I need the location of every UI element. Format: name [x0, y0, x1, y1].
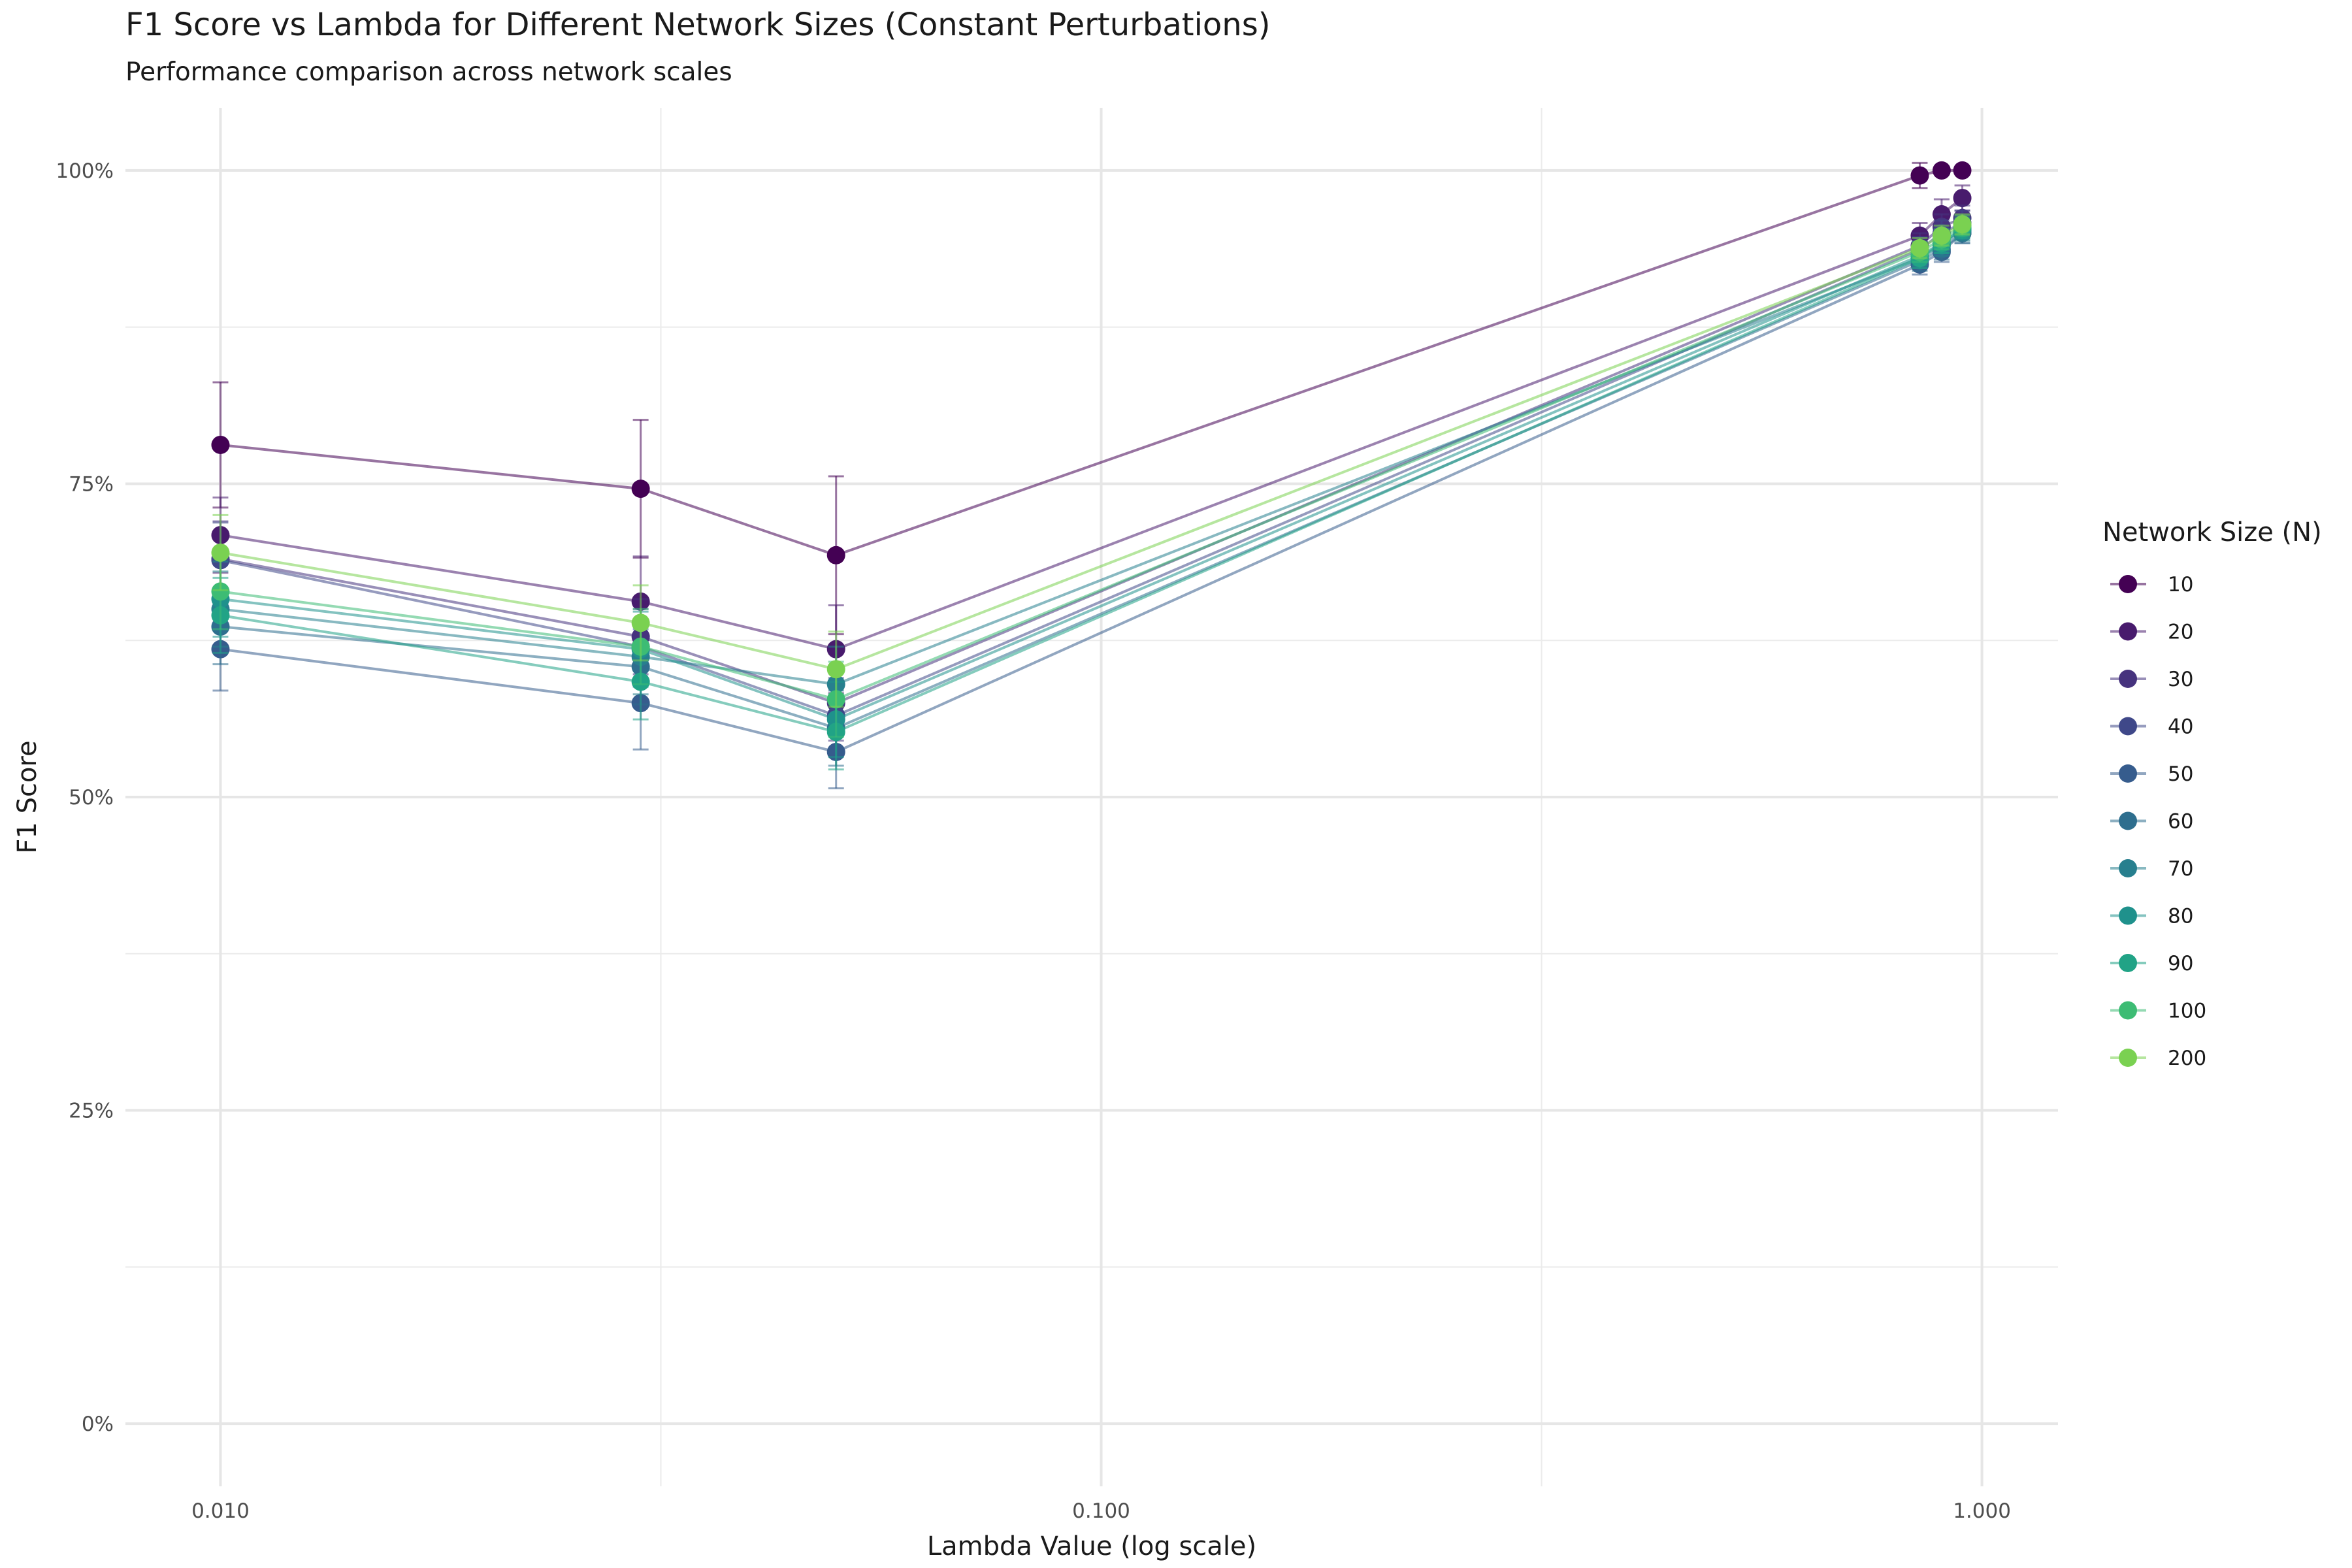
legend-key-point	[2119, 906, 2137, 925]
data-point	[211, 435, 230, 454]
y-tick-label: 25%	[69, 1100, 114, 1123]
data-point	[631, 480, 650, 498]
legend-label: 200	[2168, 1047, 2206, 1070]
legend-item-10: 10	[2110, 573, 2193, 596]
legend-key-point	[2119, 622, 2137, 641]
legend-key-point	[2119, 1001, 2137, 1020]
data-point	[1932, 161, 1951, 180]
data-point	[1910, 166, 1929, 185]
series-line	[220, 197, 1963, 651]
data-point	[211, 582, 230, 601]
y-tick-label: 0%	[82, 1413, 114, 1436]
data-point	[826, 660, 845, 679]
data-point	[1910, 238, 1929, 257]
legend-item-20: 20	[2110, 621, 2193, 644]
chart-subtitle: Performance comparison across network sc…	[125, 57, 732, 87]
data-point	[1953, 189, 1972, 208]
legend-item-80: 80	[2110, 905, 2193, 928]
data-point	[211, 543, 230, 562]
legend-item-30: 30	[2110, 668, 2193, 691]
series-line	[220, 223, 1963, 671]
series-line	[220, 224, 1963, 701]
series-200	[211, 213, 1972, 708]
legend-label: 80	[2168, 905, 2193, 928]
legend-item-60: 60	[2110, 810, 2193, 834]
series-80	[211, 218, 1972, 759]
data-point	[826, 546, 845, 564]
legend-label: 40	[2168, 715, 2193, 739]
legend-label: 10	[2168, 573, 2193, 596]
legend-key-point	[2119, 575, 2137, 593]
data-point	[1932, 226, 1951, 245]
legend-item-70: 70	[2110, 857, 2193, 881]
legend-label: 100	[2168, 1000, 2206, 1023]
legend-key-point	[2119, 1049, 2137, 1067]
series-line	[220, 232, 1963, 730]
series-30	[211, 204, 1972, 742]
series-50	[211, 221, 1972, 790]
series-90	[211, 217, 1972, 771]
axes: 0% 25% 50% 75% 100% 0.010 0.100 1.000 Lambda Val…	[12, 159, 2011, 1561]
x-tick-label: 1.000	[1953, 1499, 2011, 1523]
y-tick-label: 75%	[69, 472, 114, 496]
series-layer	[211, 161, 1972, 790]
legend-key-point	[2119, 670, 2137, 688]
legend-key-point	[2119, 717, 2137, 736]
x-tick-label: 0.100	[1072, 1499, 1130, 1523]
series-60	[211, 221, 1972, 767]
legend-item-100: 100	[2110, 1000, 2206, 1023]
legend-title: Network Size (N)	[2102, 517, 2322, 547]
y-tick-label: 50%	[69, 786, 114, 809]
legend-label: 50	[2168, 762, 2193, 786]
legend-item-40: 40	[2110, 715, 2193, 739]
data-point	[1953, 215, 1972, 234]
legend-label: 90	[2168, 952, 2193, 975]
legend-label: 60	[2168, 810, 2193, 834]
y-axis-title: F1 Score	[12, 740, 42, 853]
series-line	[220, 232, 1963, 754]
x-axis-title: Lambda Value (log scale)	[927, 1531, 1256, 1561]
grid	[125, 108, 2058, 1486]
legend-label: 20	[2168, 621, 2193, 644]
series-40	[211, 209, 1972, 755]
series-10	[211, 161, 1972, 636]
legend-key-point	[2119, 859, 2137, 877]
legend-key-point	[2119, 954, 2137, 972]
legend-key-point	[2119, 764, 2137, 783]
series-line	[220, 229, 1963, 686]
series-line	[220, 221, 1963, 717]
series-line	[220, 228, 1963, 721]
x-tick-label: 0.010	[191, 1499, 250, 1523]
legend: Network Size (N) 10 20 30 40 50 60 70 80 90 100 200	[2102, 517, 2322, 1070]
series-100	[211, 214, 1972, 738]
data-point	[1953, 161, 1972, 180]
legend-key-point	[2119, 811, 2137, 830]
y-tick-label: 100%	[56, 159, 114, 183]
series-line	[220, 227, 1963, 734]
chart-title: F1 Score vs Lambda for Different Network…	[125, 7, 1271, 43]
legend-item-200: 200	[2110, 1047, 2206, 1070]
legend-item-50: 50	[2110, 762, 2193, 786]
legend-label: 30	[2168, 668, 2193, 691]
legend-label: 70	[2168, 857, 2193, 881]
legend-item-90: 90	[2110, 952, 2193, 975]
data-point	[631, 613, 650, 632]
